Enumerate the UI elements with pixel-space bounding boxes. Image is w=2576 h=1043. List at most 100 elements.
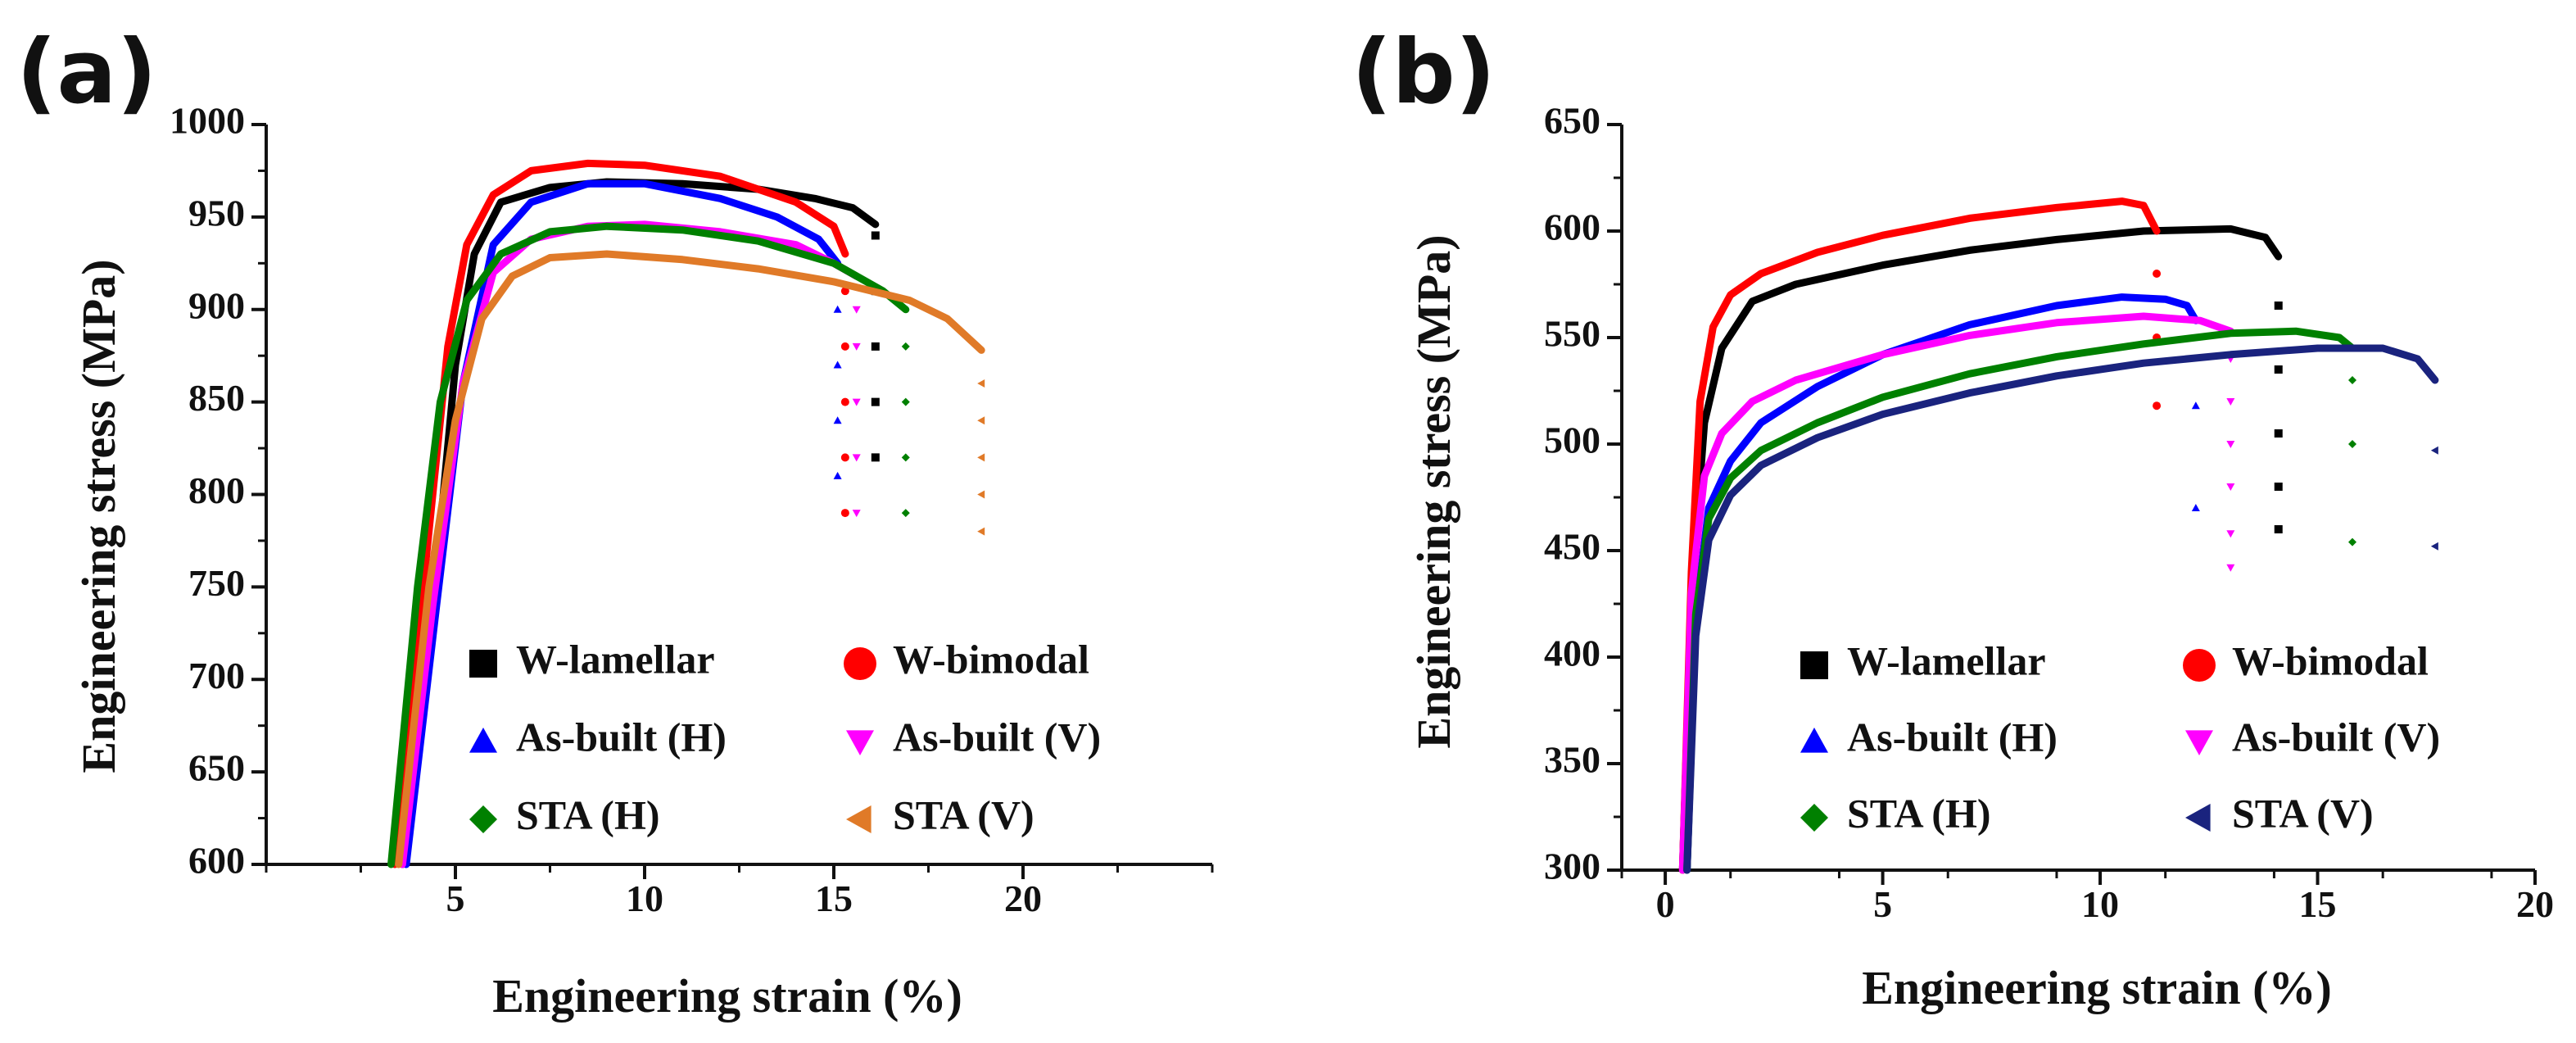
- legend-marker: [1800, 651, 1828, 679]
- fracture-point: [840, 453, 849, 462]
- y-tick-label: 750: [188, 562, 245, 604]
- legend-label: As-built (H): [1847, 714, 2058, 760]
- legend-item: As-built (V): [2185, 714, 2440, 760]
- fracture-point: [840, 509, 849, 518]
- legend-marker: [846, 730, 874, 755]
- y-tick-label: 900: [188, 284, 245, 326]
- fracture-point: [2226, 564, 2235, 572]
- legend-marker: [469, 728, 497, 753]
- x-tick-label: 5: [446, 877, 465, 919]
- legend-marker: [2185, 804, 2211, 832]
- fracture-point: [2430, 542, 2438, 551]
- y-tick-label: 450: [1544, 526, 1600, 568]
- legend-label: As-built (V): [893, 714, 1101, 760]
- legend-label: W-bimodal: [893, 636, 1089, 682]
- legend-label: W-lamellar: [516, 636, 715, 682]
- legend-item: W-lamellar: [1800, 637, 2046, 683]
- series-line-sta-v: [1683, 344, 2439, 874]
- legend-marker: [1800, 728, 1828, 753]
- x-tick-label: 20: [2516, 883, 2554, 925]
- series-line-sta-h: [387, 222, 910, 868]
- fracture-point: [833, 305, 842, 313]
- panel-b-xlabel: Engineering strain (%): [1862, 961, 2332, 1014]
- y-tick-label: 800: [188, 469, 245, 511]
- y-tick-label: 300: [1544, 846, 1600, 887]
- panel-a-label: (a): [16, 21, 157, 124]
- legend-label: STA (V): [893, 791, 1034, 837]
- fracture-point: [871, 342, 880, 351]
- fracture-point: [871, 397, 880, 406]
- series-line-sta-v: [395, 250, 985, 868]
- y-tick-label: 600: [1544, 206, 1600, 248]
- legend-label: W-lamellar: [1847, 637, 2046, 683]
- panel-b-label: (b): [1351, 21, 1496, 124]
- panel-b: (b) Engineering strain (%) Engineering s…: [1351, 21, 2554, 1014]
- fracture-point: [2274, 483, 2283, 491]
- series-line-as-built-v: [1678, 312, 2234, 874]
- fracture-point: [977, 453, 985, 462]
- fracture-point: [2430, 446, 2438, 455]
- fracture-point: [977, 490, 985, 499]
- fracture-point: [2274, 365, 2283, 374]
- fracture-point: [901, 453, 910, 462]
- fracture-point: [2226, 530, 2235, 538]
- fracture-point: [2153, 401, 2162, 410]
- legend-label: As-built (H): [516, 714, 727, 760]
- y-tick-label: 850: [188, 377, 245, 419]
- series-line-w-bimodal: [1678, 197, 2161, 874]
- y-tick-label: 650: [188, 747, 245, 789]
- fracture-point: [840, 342, 849, 351]
- legend-item: STA (H): [1800, 790, 1991, 836]
- fracture-point: [2226, 483, 2235, 491]
- fracture-point: [901, 509, 910, 518]
- legend-item: As-built (H): [1800, 714, 2058, 760]
- fracture-point: [852, 454, 861, 462]
- legend-marker: [469, 650, 497, 678]
- fracture-point: [852, 510, 861, 518]
- legend-item: W-bimodal: [2183, 637, 2429, 683]
- fracture-point: [901, 397, 910, 406]
- x-tick-label: 20: [1004, 877, 1042, 919]
- legend-item: STA (V): [2185, 790, 2374, 836]
- series-line-w-lamellar: [398, 178, 880, 868]
- legend-label: W-bimodal: [2232, 637, 2429, 683]
- panel-b-ylabel: Engineering stress (MPa): [1407, 234, 1460, 748]
- y-tick-label: 500: [1544, 419, 1600, 461]
- fracture-point: [2153, 270, 2162, 278]
- y-tick-label: 550: [1544, 313, 1600, 355]
- legend-label: As-built (V): [2232, 714, 2440, 760]
- fracture-point: [2348, 537, 2356, 546]
- x-tick-label: 10: [626, 877, 663, 919]
- fracture-point: [833, 416, 842, 424]
- fracture-point: [2348, 440, 2356, 448]
- legend-marker: [2185, 730, 2213, 755]
- legend-marker: [469, 805, 497, 833]
- fracture-point: [840, 397, 849, 406]
- panel-a-xlabel: Engineering strain (%): [492, 969, 962, 1023]
- y-tick-label: 950: [188, 192, 245, 234]
- x-tick-label: 10: [2081, 883, 2119, 925]
- fracture-point: [840, 287, 849, 296]
- x-tick-label: 5: [1873, 883, 1892, 925]
- legend-item: As-built (V): [846, 714, 1101, 760]
- series-line-as-built-v: [398, 220, 861, 868]
- y-tick-label: 650: [1544, 100, 1600, 142]
- fracture-point: [2274, 302, 2283, 310]
- legend-item: As-built (H): [469, 714, 727, 760]
- legend-label: STA (V): [2232, 790, 2374, 836]
- legend-marker: [1800, 804, 1828, 832]
- fracture-point: [2348, 376, 2356, 384]
- legend-item: W-lamellar: [469, 636, 715, 682]
- y-tick-label: 400: [1544, 633, 1600, 674]
- legend-marker: [2183, 649, 2216, 682]
- legend-marker: [844, 647, 876, 680]
- series-line-w-lamellar: [1678, 224, 2283, 874]
- panel-a-ylabel: Engineering stress (MPa): [72, 259, 125, 773]
- x-tick-label: 15: [2299, 883, 2337, 925]
- y-tick-label: 350: [1544, 739, 1600, 781]
- y-tick-label: 600: [188, 840, 245, 882]
- legend-item: STA (V): [846, 791, 1034, 837]
- fracture-point: [977, 416, 985, 425]
- fracture-point: [2274, 429, 2283, 438]
